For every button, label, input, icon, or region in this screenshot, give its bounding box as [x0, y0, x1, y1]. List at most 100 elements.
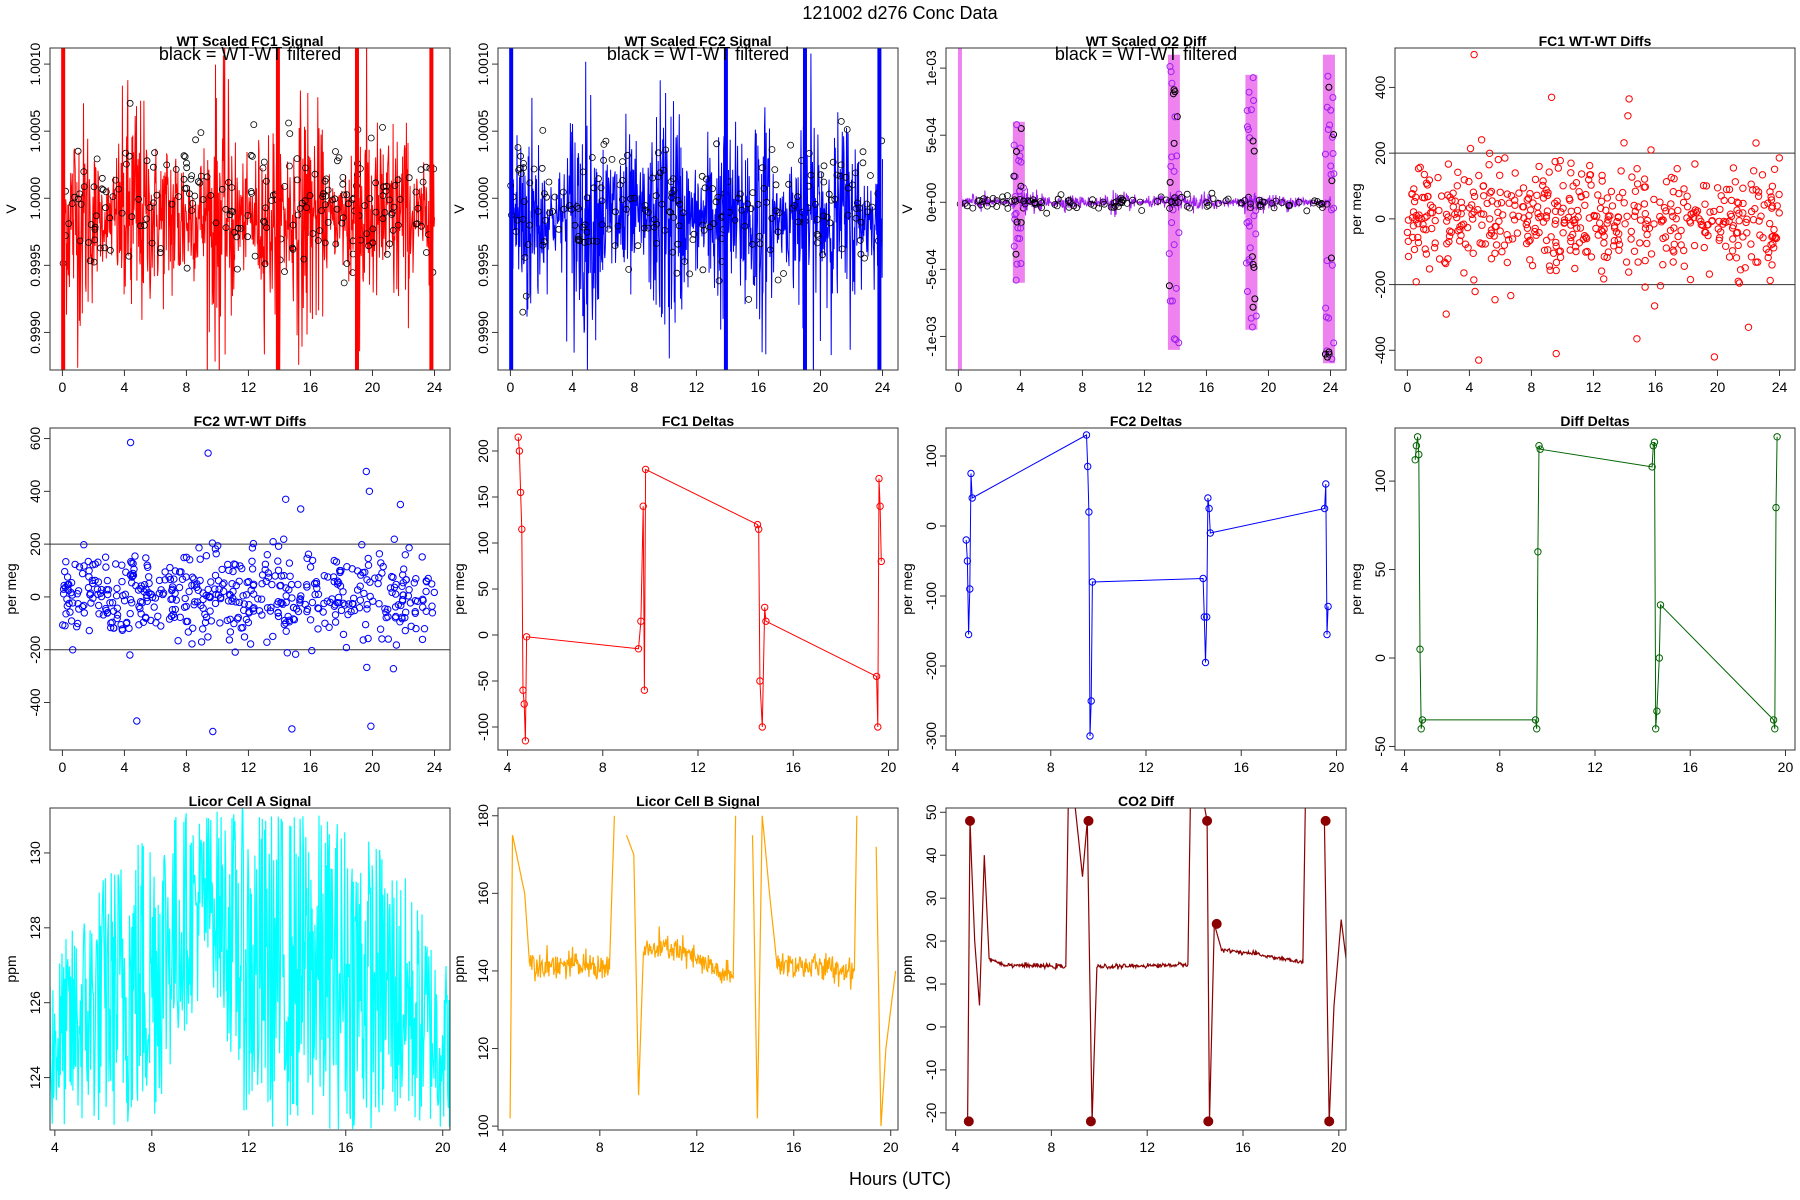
filtered-point — [143, 215, 151, 223]
filtered-point — [422, 163, 430, 171]
band-point — [1175, 339, 1183, 347]
filtered-point — [579, 223, 587, 231]
data-point — [1461, 240, 1470, 248]
data-point — [228, 580, 236, 588]
data-point — [1656, 282, 1665, 290]
filtered-point — [93, 155, 101, 163]
data-point — [1485, 149, 1494, 158]
data-point — [1200, 613, 1209, 621]
y-tick-label: -10 — [923, 1060, 939, 1080]
filtered-point — [649, 174, 656, 182]
data-point — [1413, 433, 1422, 441]
data-point — [248, 565, 257, 573]
data-point — [331, 618, 340, 626]
filtered-point — [394, 221, 402, 229]
data-point — [169, 610, 177, 619]
filtered-point — [1318, 200, 1326, 208]
filtered-point — [519, 215, 527, 223]
filtered-point — [545, 178, 553, 186]
filtered-point — [741, 222, 749, 230]
band-point — [1325, 83, 1333, 91]
data-point — [319, 608, 327, 616]
y-tick-label: 200 — [27, 532, 43, 556]
data-point — [1557, 208, 1565, 216]
x-tick-label: 8 — [1496, 759, 1504, 775]
data-point — [1640, 183, 1648, 191]
data-point — [113, 614, 121, 623]
data-point — [360, 589, 368, 598]
filtered-point — [546, 209, 553, 217]
filtered-point — [1319, 204, 1326, 211]
filtered-point — [588, 154, 596, 161]
data-point — [1324, 602, 1332, 611]
filtered-point — [251, 252, 259, 260]
data-point — [1732, 254, 1741, 262]
data-point — [118, 626, 127, 634]
filtered-point — [1154, 197, 1161, 205]
filtered-point — [333, 205, 341, 213]
chart-title: Licor Cell A Signal — [189, 793, 312, 809]
filtered-point — [259, 164, 267, 172]
x-tick-label: 12 — [1586, 379, 1602, 395]
filtered-point — [526, 221, 533, 229]
filtered-point — [192, 136, 200, 144]
data-point — [1409, 233, 1417, 242]
outlier-point — [362, 467, 370, 476]
data-point — [1514, 212, 1523, 221]
data-point — [364, 634, 372, 643]
data-point — [1670, 175, 1678, 183]
filtered-point — [86, 257, 94, 265]
data-point — [73, 590, 82, 598]
filtered-point — [681, 258, 688, 265]
filtered-point — [961, 199, 969, 207]
data-point — [1686, 275, 1695, 284]
data-point — [261, 566, 269, 574]
filtered-point — [634, 242, 642, 250]
filtered-point — [183, 159, 190, 167]
filtered-point — [540, 238, 548, 246]
data-point — [219, 587, 228, 595]
band-point — [1251, 295, 1259, 303]
filtered-point — [296, 204, 304, 212]
data-point — [331, 611, 340, 619]
data-point — [1494, 155, 1503, 164]
x-tick-label: 20 — [365, 759, 381, 775]
data-point — [1525, 211, 1533, 220]
data-point — [254, 595, 262, 603]
data-point — [311, 590, 319, 599]
data-point — [199, 589, 207, 597]
data-point — [401, 614, 409, 622]
data-point — [85, 567, 93, 575]
band-point — [1166, 178, 1174, 186]
data-point — [353, 586, 362, 594]
data-point — [398, 613, 406, 621]
filtered-point — [339, 214, 347, 222]
data-point — [1600, 252, 1609, 261]
plot-area — [59, 48, 438, 370]
outlier-point — [288, 725, 296, 733]
filtered-point — [388, 210, 396, 218]
filtered-point — [856, 236, 864, 244]
data-point — [218, 565, 226, 574]
data-point — [147, 590, 155, 598]
data-point — [195, 544, 203, 552]
data-point — [344, 610, 352, 619]
signal-spike — [877, 48, 882, 370]
data-point — [1422, 250, 1431, 258]
data-point — [268, 580, 276, 589]
filtered-point — [868, 203, 876, 211]
filtered-point — [1087, 200, 1095, 208]
data-point — [103, 576, 112, 585]
band-point — [1246, 244, 1254, 252]
filtered-point — [157, 245, 165, 252]
data-point — [1471, 287, 1479, 296]
data-point — [1541, 189, 1549, 198]
filtered-point — [689, 236, 697, 244]
data-point — [382, 608, 390, 616]
filtered-point — [340, 191, 348, 199]
data-point — [1766, 276, 1774, 285]
data-point — [358, 541, 366, 549]
data-point — [230, 619, 238, 628]
data-point — [1423, 181, 1432, 189]
chart-annotation: black = WT-WT filtered — [159, 44, 341, 64]
